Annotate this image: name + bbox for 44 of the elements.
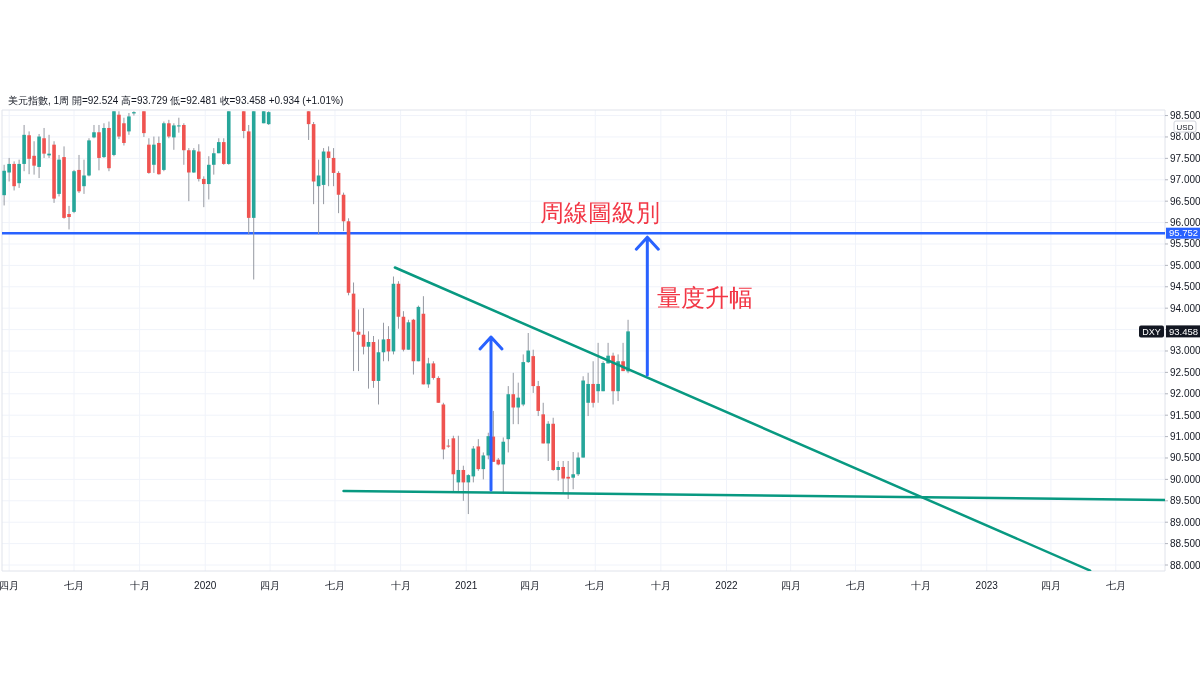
note: 量度升幅 xyxy=(657,283,753,311)
x-tick-label: 四月 xyxy=(0,580,20,591)
x-tick-label: 七月 xyxy=(325,580,345,591)
y-tick-label: 97.500 xyxy=(1170,152,1200,164)
y-tick-label: 92.500 xyxy=(1170,366,1200,378)
y-tick-label: 96.000 xyxy=(1170,217,1200,229)
y-tick-label: 95.000 xyxy=(1170,259,1200,271)
x-tick-label: 七月 xyxy=(845,580,866,591)
y-tick-label: 89.500 xyxy=(1170,495,1200,507)
y-tick-label: 94.000 xyxy=(1170,302,1200,314)
y-tick-label: 98.500 xyxy=(1170,110,1200,122)
ref-label: 95.752 xyxy=(1166,227,1200,239)
y-tick-label: 95.500 xyxy=(1170,238,1200,250)
y-tick-label: 90.000 xyxy=(1170,473,1200,485)
y-tick-label: 94.500 xyxy=(1170,281,1200,293)
note: 周線圖級別 xyxy=(540,198,661,226)
header: 美元指數, 1周 開=92.524 高=93.729 低=92.481 收=93.458 +0.934 (+1.01%) xyxy=(8,95,344,106)
y-tick-label: 97.000 xyxy=(1170,174,1200,186)
x-tick-label: 七月 xyxy=(585,580,606,591)
x-tick-label: 十月 xyxy=(390,580,411,591)
x-tick-label: 十月 xyxy=(650,580,671,591)
x-tick-label: 十月 xyxy=(911,580,932,591)
y-tick-label: 89.000 xyxy=(1170,516,1200,528)
y-tick-label: 88.500 xyxy=(1170,538,1200,550)
x-tick-label: 2020 xyxy=(194,580,217,591)
y-tick-label: 96.500 xyxy=(1170,195,1200,207)
x-tick-label: 七月 xyxy=(64,580,85,591)
x-tick-label: 四月 xyxy=(780,580,801,591)
y-tick-label: 98.000 xyxy=(1170,131,1200,143)
x-tick-label: 十月 xyxy=(129,580,150,591)
x-tick-label: 四月 xyxy=(1040,580,1061,591)
x-tick-label: 七月 xyxy=(1105,580,1126,591)
x-tick-label: 四月 xyxy=(260,580,281,591)
y-tick-label: 91.000 xyxy=(1170,431,1200,443)
y-tick-label: 92.000 xyxy=(1170,388,1200,400)
x-tick-label: 2022 xyxy=(715,580,739,591)
y-tick-label: 93.000 xyxy=(1170,345,1200,357)
x-tick-label: 2021 xyxy=(455,580,478,591)
x-tick-label: 2023 xyxy=(975,580,999,591)
y-tick-label: 90.500 xyxy=(1170,452,1200,464)
x-tick-label: 四月 xyxy=(520,580,541,591)
y-tick-label: 91.500 xyxy=(1170,409,1200,421)
y-tick-label: 88.000 xyxy=(1170,559,1200,571)
ylabel: USD xyxy=(1173,120,1197,133)
